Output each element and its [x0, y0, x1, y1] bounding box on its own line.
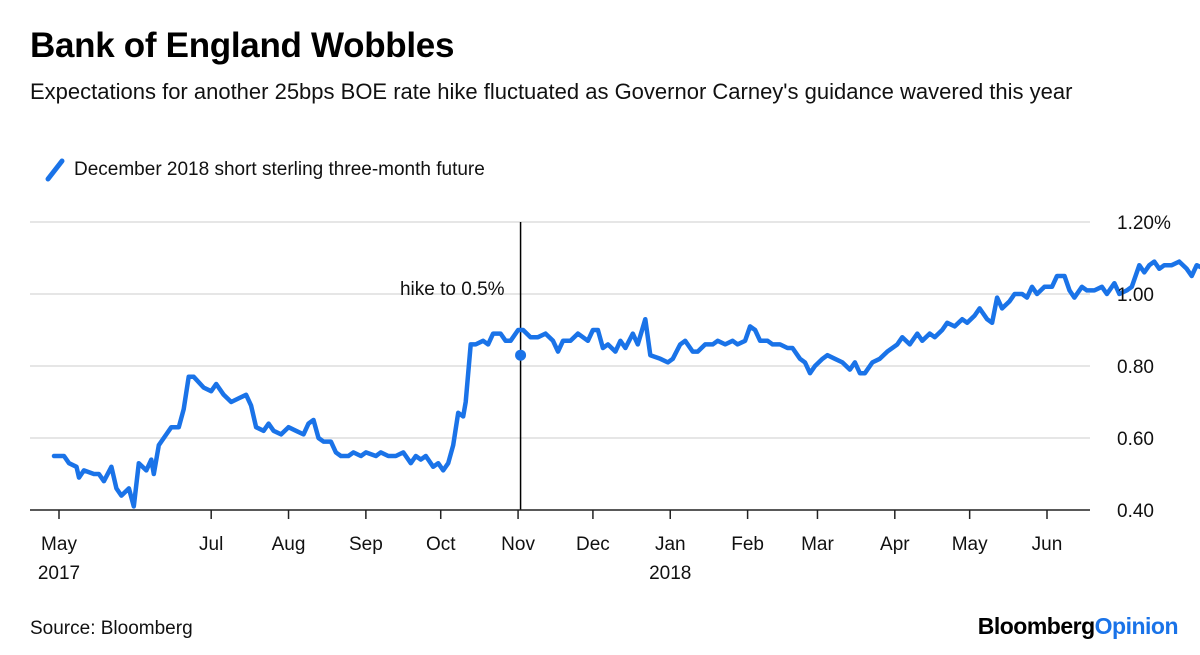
y-tick-label: 0.40	[1117, 501, 1154, 522]
brand-main: Bloomberg	[977, 613, 1095, 639]
series-line	[51, 259, 1200, 509]
x-axis: May 2017 Jul Aug Sep Oct Nov Dec Jan 2018 Feb Mar Ap…	[30, 509, 1090, 584]
series-layer	[51, 259, 1200, 509]
x-tick-label: Oct	[426, 534, 456, 555]
y-tick-label: 1.20%	[1117, 213, 1171, 234]
x-tick-label: Aug	[272, 534, 306, 555]
x-tick-label: May	[41, 534, 77, 555]
gridlines	[30, 221, 1090, 439]
x-tick-label: Nov	[501, 534, 535, 555]
legend-label: December 2018 short sterling three-month…	[74, 159, 485, 180]
x-tick-label: Jan	[655, 534, 686, 555]
x-tick-label: Jun	[1032, 534, 1063, 555]
legend-swatch-icon	[45, 158, 65, 182]
annotation-layer: hike to 0.5%	[400, 222, 522, 510]
x-tick-label: Sep	[349, 534, 383, 555]
x-tick-sublabel: 2018	[649, 563, 691, 584]
line-chart: hike to 0.5% May 2017 Jul Aug Sep Oct Nov Dec Ja…	[30, 213, 1200, 584]
x-tick-label: May	[952, 534, 988, 555]
annotation-label: hike to 0.5%	[400, 279, 505, 300]
y-tick-label: 1.00	[1117, 285, 1154, 306]
legend: December 2018 short sterling three-month…	[44, 156, 485, 184]
x-tick-label: Feb	[731, 534, 764, 555]
x-tick-label: Apr	[880, 534, 910, 555]
chart-subtitle: Expectations for another 25bps BOE rate …	[30, 79, 1073, 104]
x-tick-label: Mar	[801, 534, 834, 555]
chart-title: Bank of England Wobbles	[30, 26, 455, 65]
annotation-marker	[515, 349, 527, 361]
y-tick-label: 0.60	[1117, 429, 1154, 450]
source-note: Source: Bloomberg	[30, 618, 193, 639]
y-axis: 0.40 0.60 0.80 1.00 1.20%	[1117, 213, 1171, 522]
brand-logo: BloombergOpinion	[977, 613, 1179, 640]
y-tick-label: 0.80	[1117, 357, 1154, 378]
x-tick-label: Jul	[199, 534, 223, 555]
brand-accent: Opinion	[1094, 613, 1179, 639]
x-tick-sublabel: 2017	[38, 563, 80, 584]
x-tick-label: Dec	[576, 534, 610, 555]
